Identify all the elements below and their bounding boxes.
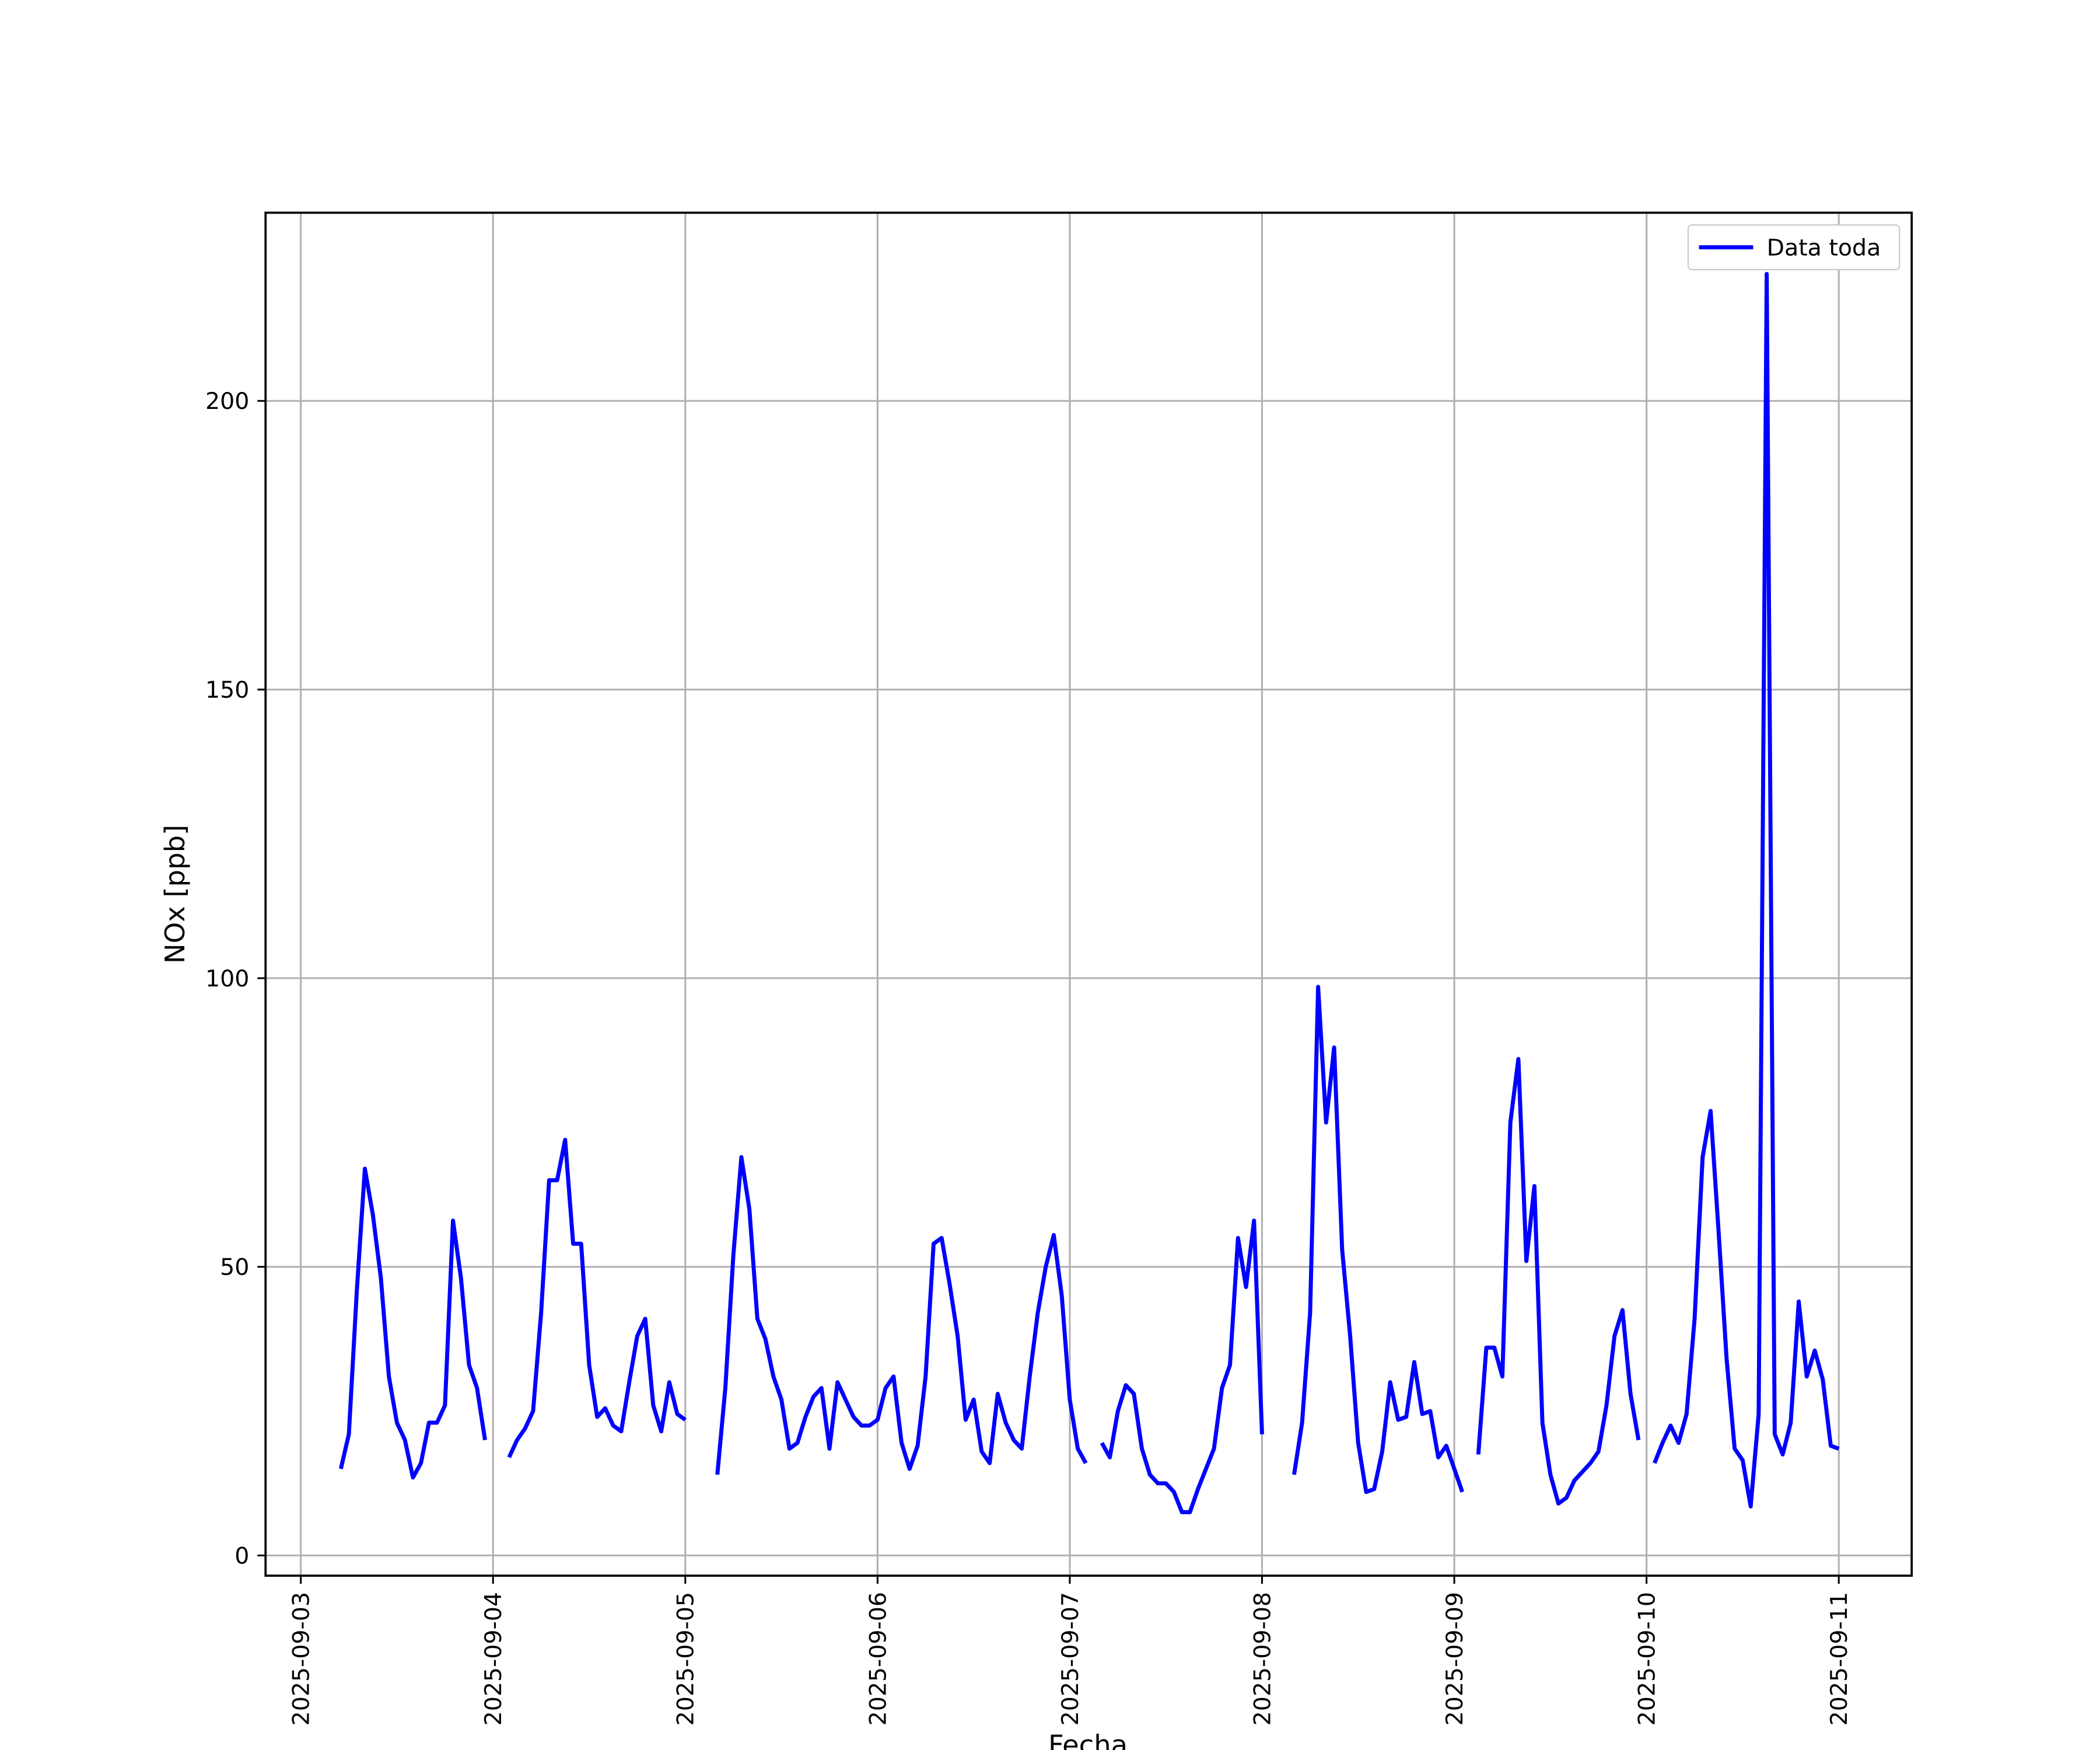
y-tick-label: 100 [205,965,249,992]
y-axis-label: NOx [ppb] [159,825,191,964]
x-tick-label: 2025-09-04 [480,1592,507,1726]
legend-box [1687,224,1901,271]
y-tick-label: 200 [205,388,249,415]
legend: Data toda [1687,224,1901,271]
x-tick-label: 2025-09-11 [1826,1592,1853,1726]
y-tick-label: 150 [205,677,249,704]
legend-label: Data toda [1767,235,1881,261]
x-tick-label: 2025-09-08 [1249,1592,1276,1726]
x-tick-label: 2025-09-09 [1441,1592,1468,1726]
y-tick-label: 50 [220,1254,249,1281]
x-axis-label: Fecha [1048,1730,1128,1750]
data-line [338,272,1840,1514]
x-tick-label: 2025-09-03 [288,1592,315,1726]
x-tick-label: 2025-09-06 [864,1592,891,1726]
x-tick-label: 2025-09-05 [673,1592,699,1726]
plot-frame [264,211,1913,1577]
x-tick-label: 2025-09-10 [1634,1592,1661,1726]
x-tick-label: 2025-09-07 [1057,1592,1084,1726]
y-tick-label: 0 [235,1542,249,1569]
